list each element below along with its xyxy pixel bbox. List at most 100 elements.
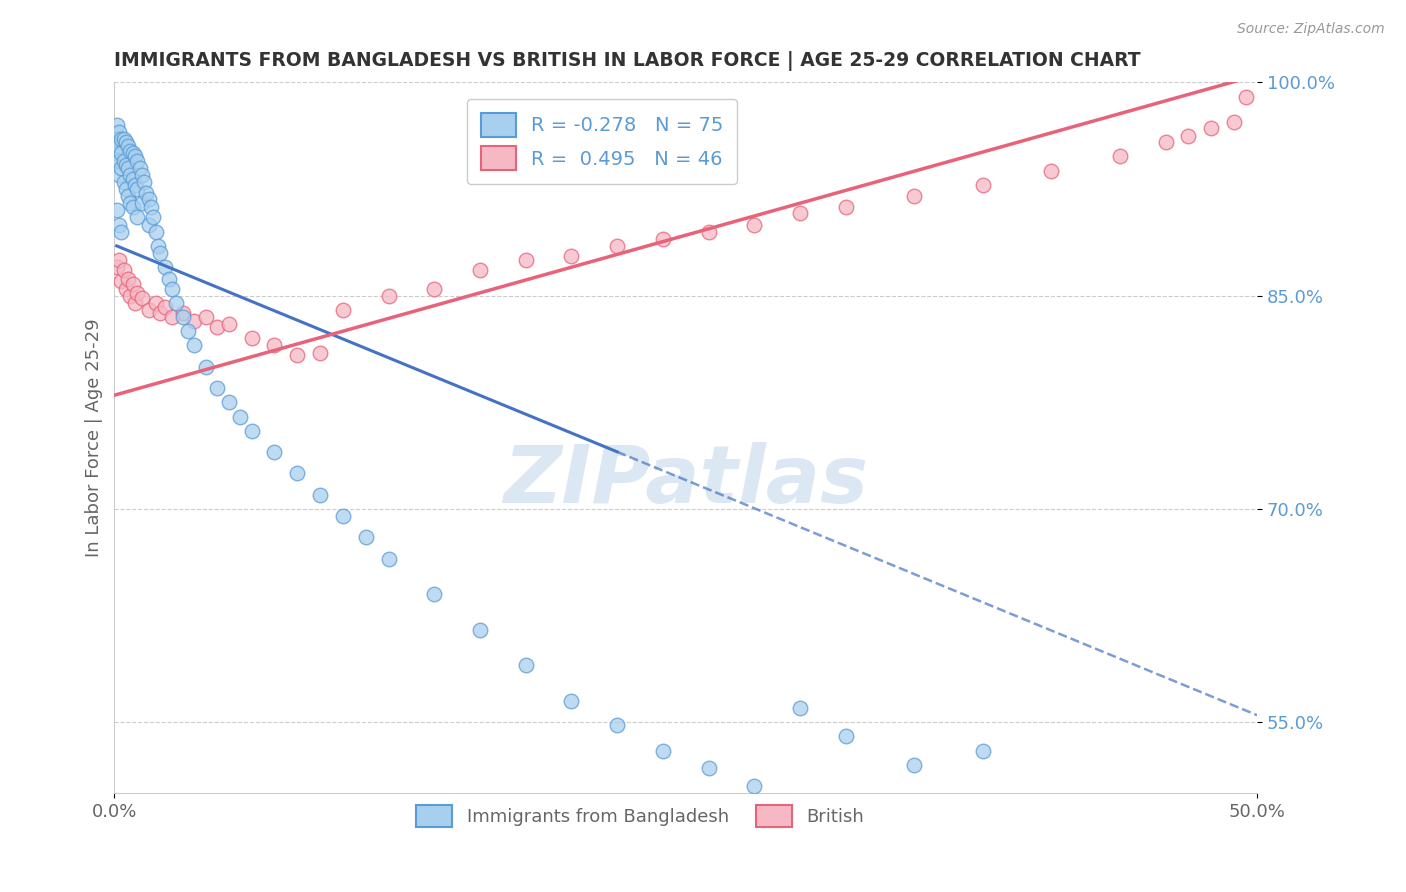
Point	[468, 263, 491, 277]
Point	[115, 182, 138, 196]
Text: Source: ZipAtlas.com: Source: ZipAtlas.com	[1237, 22, 1385, 37]
Text: ZIPatlas: ZIPatlas	[503, 442, 869, 519]
Point	[742, 218, 765, 232]
Point	[176, 324, 198, 338]
Point	[128, 161, 150, 175]
Point	[120, 288, 142, 302]
Point	[139, 201, 162, 215]
Point	[972, 744, 994, 758]
Point	[105, 260, 128, 275]
Point	[789, 206, 811, 220]
Point	[153, 300, 176, 314]
Point	[218, 317, 240, 331]
Point	[1201, 120, 1223, 135]
Point	[120, 196, 142, 211]
Point	[131, 168, 153, 182]
Point	[194, 359, 217, 374]
Point	[240, 331, 263, 345]
Point	[121, 277, 143, 292]
Point	[377, 551, 399, 566]
Point	[120, 168, 142, 182]
Legend: Immigrants from Bangladesh, British: Immigrants from Bangladesh, British	[409, 797, 872, 834]
Point	[108, 125, 131, 139]
Point	[127, 285, 149, 300]
Point	[1234, 89, 1257, 103]
Point	[138, 302, 160, 317]
Point	[834, 201, 856, 215]
Point	[105, 203, 128, 218]
Point	[145, 295, 167, 310]
Point	[115, 158, 138, 172]
Point	[134, 175, 156, 189]
Point	[124, 149, 146, 163]
Point	[108, 139, 131, 153]
Point	[377, 288, 399, 302]
Point	[606, 239, 628, 253]
Point	[240, 424, 263, 438]
Point	[142, 211, 165, 225]
Point	[651, 744, 673, 758]
Point	[112, 263, 135, 277]
Point	[110, 146, 132, 161]
Point	[131, 196, 153, 211]
Point	[121, 201, 143, 215]
Point	[207, 320, 229, 334]
Point	[112, 132, 135, 146]
Point	[1223, 115, 1246, 129]
Point	[131, 292, 153, 306]
Point	[207, 381, 229, 395]
Point	[124, 178, 146, 192]
Point	[263, 445, 285, 459]
Point	[332, 302, 354, 317]
Point	[110, 132, 132, 146]
Point	[149, 306, 172, 320]
Point	[606, 718, 628, 732]
Point	[145, 225, 167, 239]
Point	[117, 271, 139, 285]
Point	[285, 467, 308, 481]
Point	[697, 761, 720, 775]
Point	[146, 239, 169, 253]
Point	[789, 701, 811, 715]
Point	[108, 218, 131, 232]
Point	[285, 348, 308, 362]
Point	[138, 192, 160, 206]
Point	[108, 168, 131, 182]
Point	[172, 310, 194, 324]
Point	[165, 295, 187, 310]
Point	[515, 253, 537, 268]
Point	[560, 694, 582, 708]
Point	[108, 253, 131, 268]
Point	[972, 178, 994, 192]
Point	[651, 232, 673, 246]
Point	[1109, 149, 1132, 163]
Point	[117, 139, 139, 153]
Point	[127, 182, 149, 196]
Point	[1040, 163, 1063, 178]
Point	[138, 218, 160, 232]
Point	[117, 161, 139, 175]
Point	[110, 225, 132, 239]
Point	[112, 175, 135, 189]
Point	[834, 730, 856, 744]
Point	[115, 135, 138, 149]
Point	[117, 189, 139, 203]
Point	[515, 658, 537, 673]
Point	[105, 132, 128, 146]
Point	[110, 161, 132, 175]
Point	[105, 118, 128, 132]
Point	[309, 345, 332, 359]
Point	[160, 281, 183, 295]
Point	[697, 225, 720, 239]
Point	[172, 306, 194, 320]
Point	[423, 281, 446, 295]
Point	[135, 186, 157, 201]
Point	[423, 587, 446, 601]
Point	[115, 281, 138, 295]
Point	[153, 260, 176, 275]
Point	[560, 249, 582, 263]
Point	[229, 409, 252, 424]
Point	[332, 509, 354, 524]
Point	[903, 189, 925, 203]
Point	[157, 271, 180, 285]
